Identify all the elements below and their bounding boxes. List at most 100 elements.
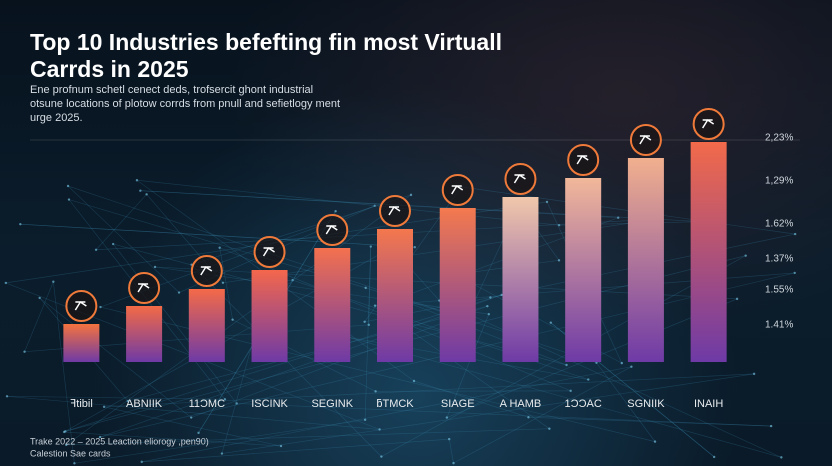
network-node — [445, 416, 449, 419]
network-node — [364, 286, 367, 290]
network-node — [38, 296, 41, 300]
network-node — [19, 222, 22, 226]
network-node — [412, 379, 416, 383]
network-line — [528, 416, 772, 427]
x-tick-label: ƃTMCK — [376, 398, 414, 410]
network-node — [363, 320, 366, 323]
network-node — [177, 291, 181, 294]
bar — [377, 229, 413, 362]
icon-ring — [441, 174, 474, 206]
network-node — [793, 271, 796, 275]
x-tick-label: INAIH — [694, 398, 723, 410]
network-node — [111, 242, 115, 246]
icon-glyph — [325, 224, 338, 235]
bar — [690, 142, 727, 362]
network-node — [291, 278, 294, 282]
network-node — [587, 378, 590, 381]
network-node — [500, 293, 503, 297]
network-node — [545, 200, 549, 204]
network-line — [7, 395, 225, 400]
bar — [502, 197, 539, 362]
network-line — [66, 428, 550, 446]
network-line — [104, 406, 282, 447]
network-node — [99, 305, 102, 309]
subtitle: otsune locations of plotow corrds from p… — [30, 98, 340, 110]
network-line — [24, 281, 54, 352]
x-tick-label: 11ƆMC — [189, 398, 226, 410]
network-node — [363, 418, 367, 421]
network-node — [793, 232, 797, 236]
network-node — [373, 304, 377, 307]
icon-ring — [316, 214, 349, 246]
network-node — [62, 430, 66, 434]
network-line — [64, 431, 282, 447]
network-line — [112, 243, 237, 404]
network-node — [374, 390, 377, 393]
network-node — [126, 399, 129, 403]
network-node — [223, 398, 227, 401]
network-node — [380, 455, 383, 458]
network-node — [549, 321, 552, 324]
footnote: Trake 2022 – 2025 Leaction eliorogy ,pen… — [30, 436, 209, 446]
network-line — [141, 366, 632, 463]
network-node — [565, 363, 568, 367]
network-line — [74, 419, 366, 464]
network-node — [94, 248, 98, 251]
icon-glyph — [388, 205, 401, 216]
bar — [126, 306, 163, 362]
subtitle: urge 2025. — [30, 112, 83, 124]
chart-title: Carrds in 2025 — [30, 56, 189, 82]
network-node — [197, 431, 200, 435]
network-node — [489, 296, 492, 299]
bar — [314, 248, 351, 362]
network-line — [65, 340, 409, 432]
network-node — [153, 265, 157, 269]
side-label: 1.55% — [765, 285, 793, 296]
network-node — [527, 416, 530, 419]
bar — [251, 270, 288, 362]
icon-glyph — [262, 246, 275, 257]
icon-glyph — [137, 282, 150, 293]
icon-ring — [379, 195, 411, 227]
network-node — [735, 297, 739, 301]
side-label: 1,29% — [765, 176, 793, 187]
bar — [439, 208, 476, 362]
icon-ring — [504, 163, 537, 195]
bar — [627, 158, 664, 362]
icon-ring — [253, 236, 286, 268]
network-line — [453, 366, 632, 464]
network-line — [448, 439, 454, 464]
network-node — [595, 361, 598, 365]
network-line — [136, 179, 560, 226]
icon-glyph — [74, 300, 87, 311]
network-node — [102, 405, 106, 409]
icon-ring — [567, 144, 600, 176]
icon-ring — [629, 124, 662, 156]
network-node — [752, 372, 756, 376]
network-node — [448, 437, 451, 441]
network-line — [141, 438, 450, 463]
bar — [565, 178, 602, 362]
network-line — [67, 185, 180, 293]
network-line — [99, 294, 502, 438]
network-node — [98, 435, 102, 439]
network-node — [630, 365, 633, 368]
x-tick-label: ABNIIK — [126, 398, 163, 410]
bar — [63, 324, 100, 362]
icon-ring — [692, 108, 725, 140]
network-line — [39, 297, 192, 418]
icon-glyph — [702, 118, 715, 129]
x-tick-label: 1ƆƆAC — [565, 398, 602, 410]
icon-glyph — [451, 184, 464, 195]
x-tick-label: SGNIIK — [627, 398, 665, 410]
network-node — [413, 246, 416, 249]
network-node — [487, 312, 490, 316]
icon-glyph — [576, 154, 589, 165]
network-node — [557, 259, 561, 262]
x-tick-label: ꟻtibil — [70, 398, 93, 410]
side-label: 1.62% — [765, 219, 793, 230]
network-node — [409, 193, 413, 197]
icon-ring — [190, 255, 223, 287]
x-tick-label: A HAMB — [500, 398, 542, 410]
side-label: 1.41% — [765, 320, 793, 331]
